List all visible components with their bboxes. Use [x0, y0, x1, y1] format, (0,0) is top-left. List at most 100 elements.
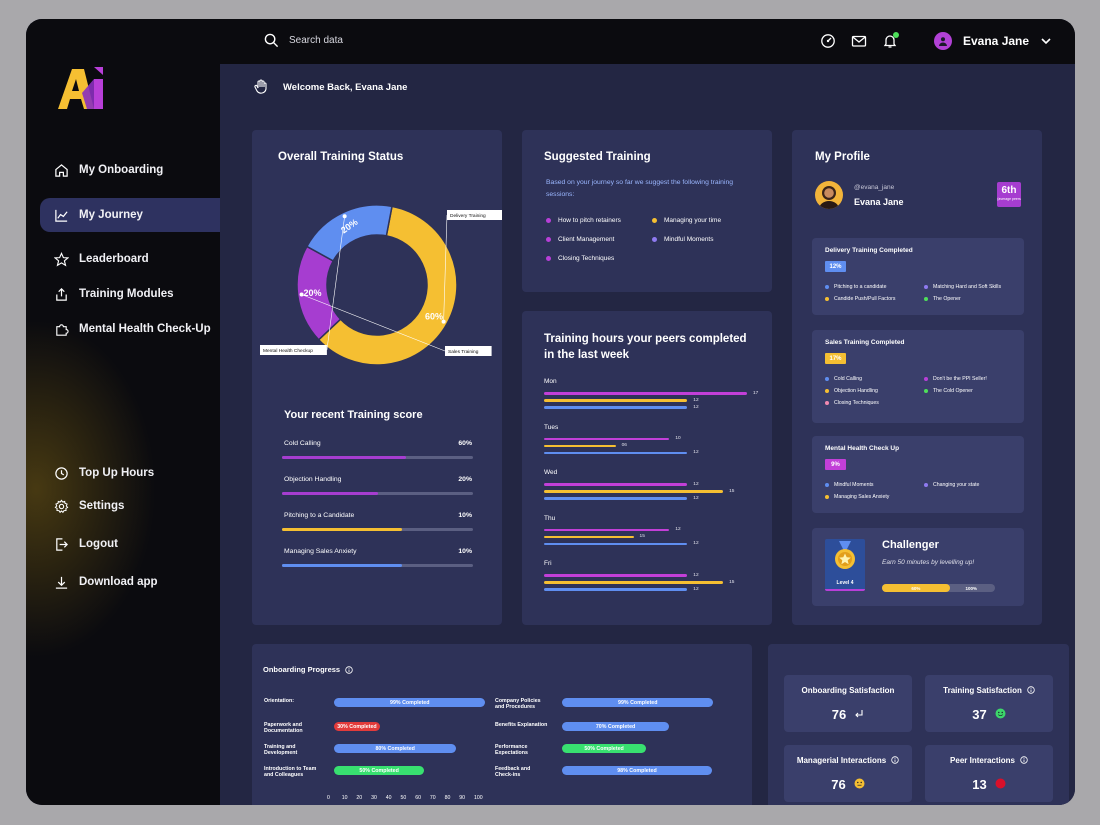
section-item[interactable]: Pitching to a candidate: [825, 284, 887, 290]
onboarding-progress-bar[interactable]: 98% Completed: [562, 766, 712, 775]
onboarding-progress-bar[interactable]: 80% Completed: [334, 744, 457, 753]
onboarding-label: Feedback and Check-ins: [495, 766, 530, 778]
suggested-item[interactable]: Mindful Moments: [652, 236, 714, 243]
puzzle-icon: [56, 323, 69, 336]
onboarding-progress-bar[interactable]: 50% Completed: [334, 766, 425, 775]
section-badge: 9%: [825, 459, 846, 470]
section-item-label: Managing Sales Anxiety: [834, 494, 890, 500]
onboarding-progress-bar[interactable]: 99% Completed: [334, 698, 486, 707]
onboarding-progress-bar[interactable]: 99% Completed: [562, 698, 714, 707]
sidebar-item-label: Leaderboard: [79, 253, 149, 265]
section-item[interactable]: Objection Handling: [825, 388, 878, 394]
sidebar-item-leaderboard[interactable]: Leaderboard: [40, 242, 220, 276]
info-icon[interactable]: [1020, 756, 1028, 766]
stat-box[interactable]: Managerial Interactions 76: [784, 745, 912, 802]
score-bar-fill: [282, 564, 403, 567]
suggested-item[interactable]: Client Management: [546, 236, 614, 243]
score-bar-track: [282, 456, 473, 459]
stat-box[interactable]: Training Satisfaction 37: [925, 675, 1053, 732]
mail-icon[interactable]: [851, 33, 867, 49]
peer-bar[interactable]: [544, 406, 688, 409]
info-icon[interactable]: [891, 756, 899, 766]
peer-bar[interactable]: [544, 483, 688, 486]
sidebar-item-training-modules[interactable]: Training Modules: [40, 277, 220, 311]
challenger-subtitle: Earn 50 minutes by levelling up!: [882, 559, 975, 566]
peer-bar[interactable]: [544, 490, 724, 493]
peer-bar-value: 06: [621, 443, 627, 448]
user-icon: [939, 37, 947, 46]
section-badge: 17%: [825, 353, 846, 364]
profile-avatar[interactable]: [815, 181, 843, 209]
suggested-item[interactable]: Managing your time: [652, 217, 721, 224]
peer-bar[interactable]: [544, 451, 688, 454]
sidebar-item-top-up-hours[interactable]: Top Up Hours: [40, 456, 220, 490]
peer-bar[interactable]: [544, 581, 724, 584]
onboarding-progress-bar[interactable]: 50% Completed: [562, 744, 647, 753]
clock-icon: [55, 466, 68, 480]
donut-slice[interactable]: [305, 204, 393, 262]
bullet-dot: [546, 217, 551, 223]
sidebar-item-settings[interactable]: Settings: [40, 489, 220, 523]
suggested-item[interactable]: Closing Techniques: [546, 255, 614, 262]
peer-bar-value: 12: [675, 527, 681, 532]
section-item[interactable]: Changing your state: [924, 482, 979, 488]
onboarding-progress-bar[interactable]: 70% Completed: [562, 722, 670, 731]
section-item[interactable]: The Cold Opener: [924, 388, 973, 394]
section-item[interactable]: Cold Calling: [825, 376, 862, 382]
section-item[interactable]: Mindful Moments: [825, 482, 874, 488]
donut-value-label: 60%: [425, 311, 443, 321]
suggested-item[interactable]: How to pitch retainers: [546, 217, 621, 224]
stat-box[interactable]: Onboarding Satisfaction 76: [784, 675, 912, 732]
section-item[interactable]: Managing Sales Anxiety: [825, 494, 889, 500]
sidebar-item-my-onboarding[interactable]: My Onboarding: [40, 153, 220, 187]
section-item[interactable]: Matching Hard and Soft Skills: [924, 284, 1001, 290]
speedometer-icon[interactable]: [820, 33, 836, 49]
section-item[interactable]: Don't be the PPI Seller!: [924, 376, 987, 382]
stat-title-text: Training Satisfaction: [943, 686, 1022, 695]
onboarding-progress-bar[interactable]: 30% Completed: [334, 722, 380, 731]
peer-bar[interactable]: [544, 542, 688, 545]
search-box[interactable]: Search data: [264, 33, 343, 48]
bell-icon[interactable]: [882, 32, 899, 49]
section-item[interactable]: The Opener: [924, 296, 961, 302]
card-title: Suggested Training: [544, 151, 651, 163]
peer-bar[interactable]: [544, 444, 616, 447]
logo[interactable]: [54, 63, 110, 113]
onboarding-label-line: and Colleagues: [264, 772, 304, 778]
stat-box[interactable]: Peer Interactions 13: [925, 745, 1053, 802]
peer-bar[interactable]: [544, 437, 670, 440]
section-item[interactable]: Closing Techniques: [825, 400, 879, 406]
peer-bar[interactable]: [544, 399, 688, 402]
card-title: Onboarding Progress: [263, 665, 353, 674]
section-item[interactable]: Candide Push/Pull Factors: [825, 296, 895, 302]
stat-value: 76: [784, 707, 912, 722]
peer-bar[interactable]: [544, 497, 688, 500]
card-title-text: Onboarding Progress: [263, 665, 341, 674]
info-icon[interactable]: [1027, 686, 1035, 696]
peer-bar[interactable]: [544, 392, 747, 395]
peer-bar[interactable]: [544, 574, 688, 577]
suggested-item-label: Closing Techniques: [558, 255, 615, 262]
section-item-label: Changing your state: [933, 482, 980, 488]
day-label: Mon: [544, 378, 557, 385]
chevron-down-icon[interactable]: [1040, 35, 1052, 47]
peer-bar[interactable]: [544, 588, 688, 591]
peer-bar-value: 12: [693, 397, 699, 403]
sidebar-item-logout[interactable]: Logout: [40, 527, 220, 561]
donut-callout-dot: [299, 292, 304, 297]
user-menu[interactable]: Evana Jane: [934, 32, 1052, 50]
sidebar-item-mental-health[interactable]: Mental Health Check-Up: [40, 312, 220, 346]
sidebar-item-label: Settings: [79, 500, 125, 512]
chart-line-icon: [55, 209, 68, 222]
axis-tick-label: 40: [385, 795, 392, 801]
search-input[interactable]: Search data: [289, 35, 343, 46]
peer-bar[interactable]: [544, 528, 670, 531]
peer-bar[interactable]: [544, 535, 634, 538]
my-profile-card: My Profile @evana_jane Evana Jane 6th (a…: [792, 130, 1042, 625]
donut-slice[interactable]: [317, 205, 458, 366]
sidebar-item-download-app[interactable]: Download app: [40, 565, 220, 599]
info-icon[interactable]: [345, 665, 353, 674]
logout-icon: [56, 537, 68, 551]
bullet-dot: [652, 236, 657, 242]
sidebar-item-my-journey[interactable]: My Journey: [40, 198, 220, 232]
